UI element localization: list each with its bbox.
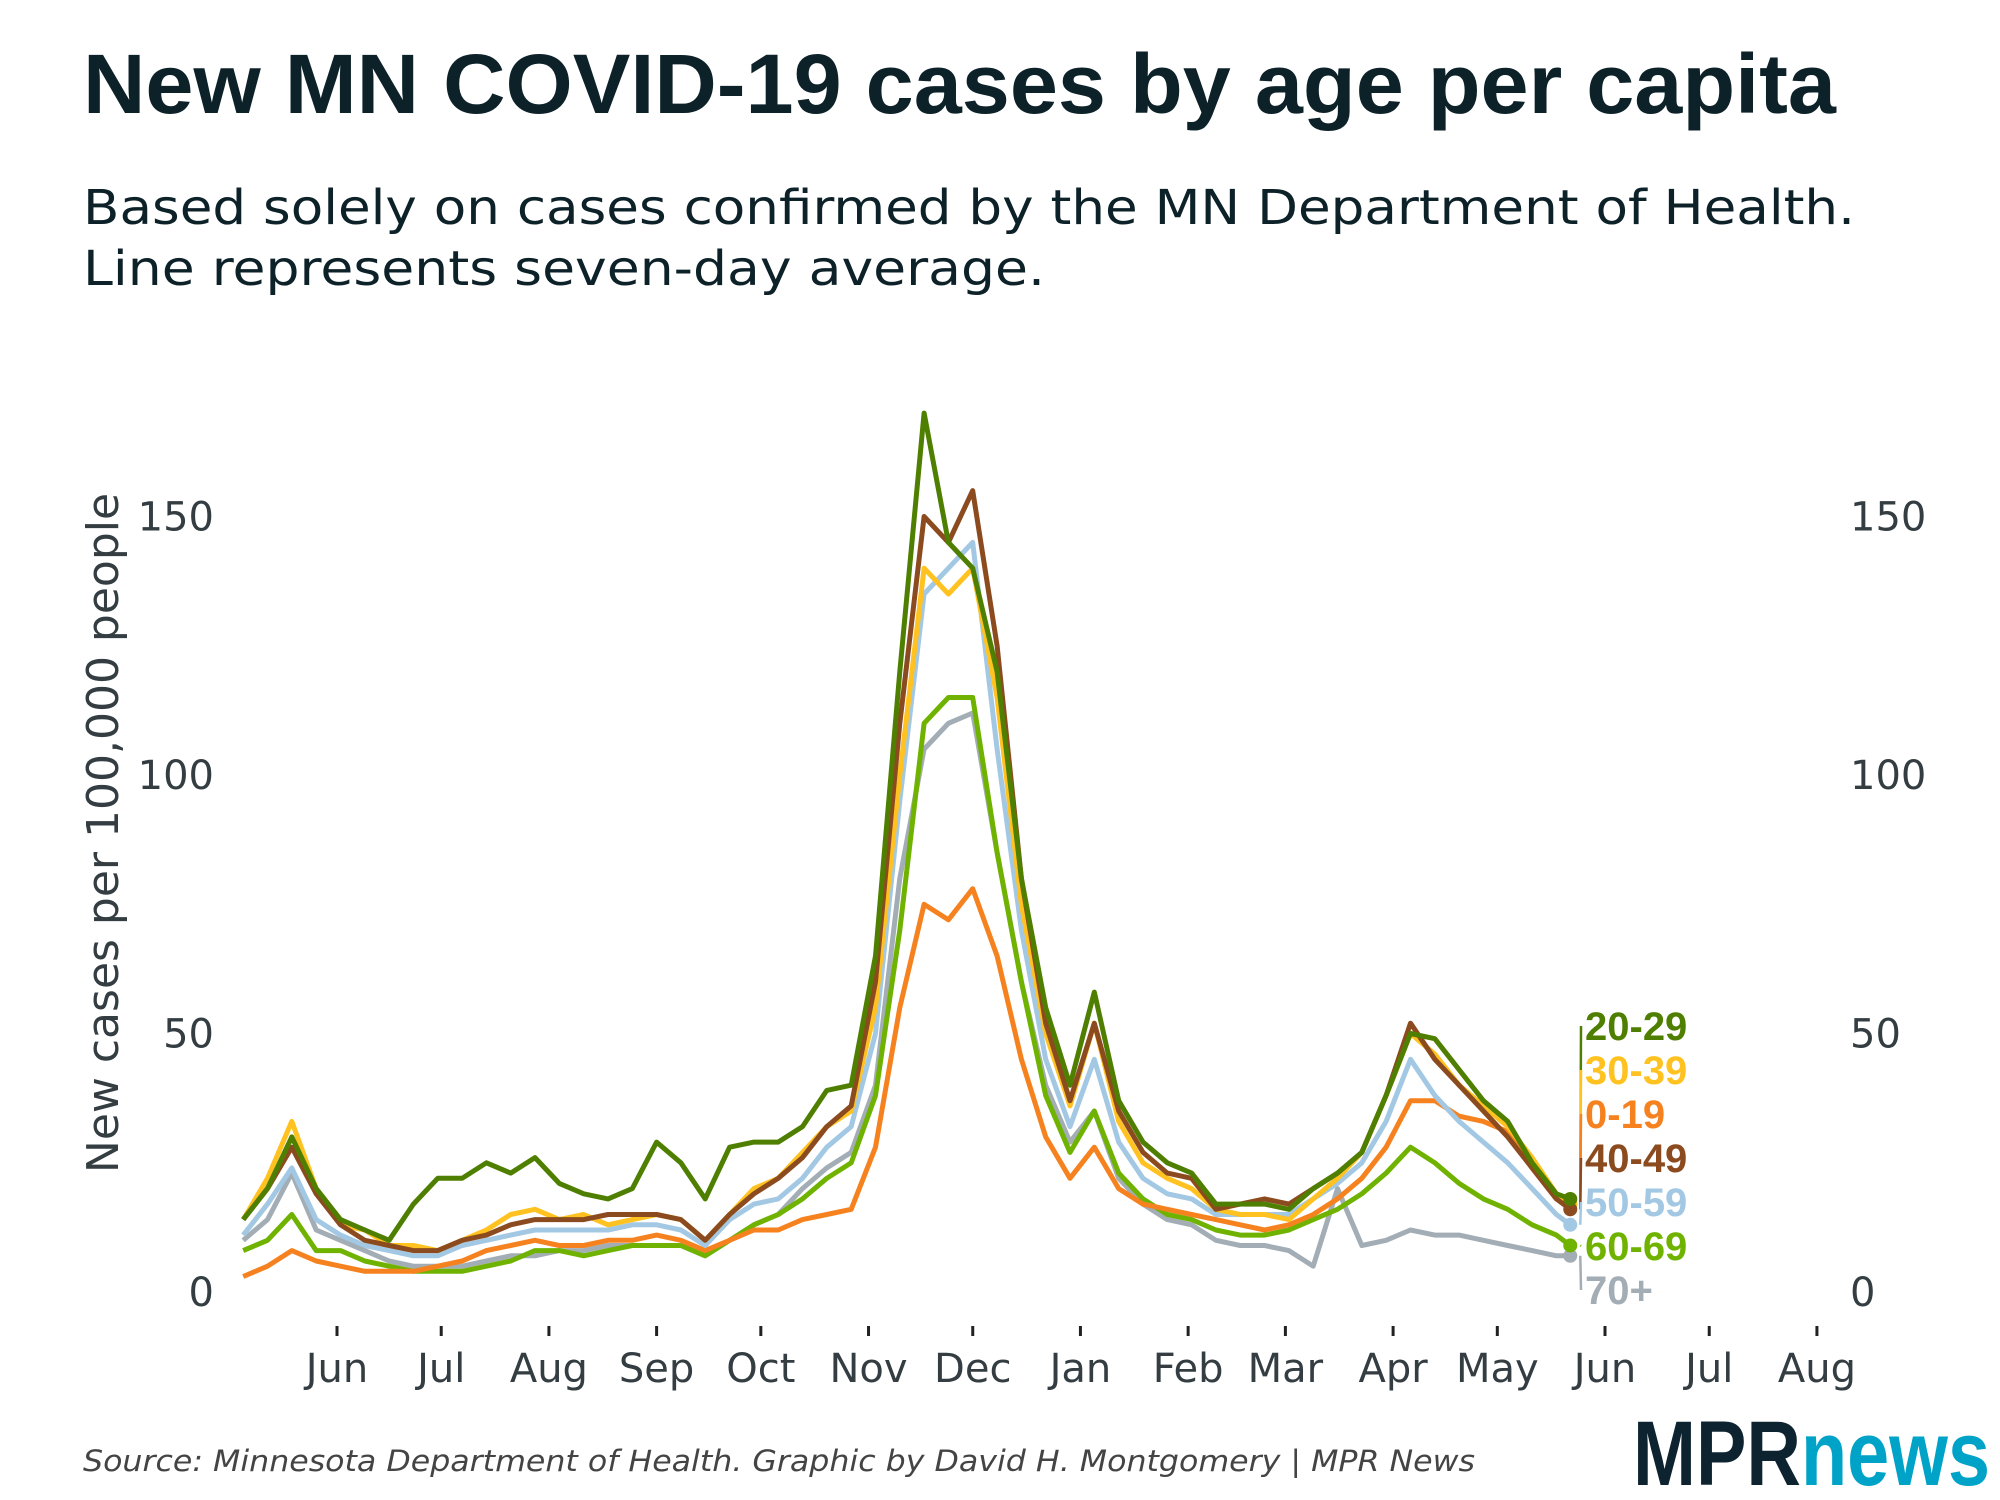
series-label-0-19: 0-19: [1585, 1093, 1665, 1137]
series-label-70+: 70+: [1585, 1269, 1653, 1313]
y-ticks-right: 0 50 100 150: [1850, 495, 1926, 1317]
label-leader-line: [1579, 1255, 1583, 1291]
subtitle-line-2: Line represents seven-day average.: [83, 241, 1045, 297]
x-tick-label: Feb: [1153, 1346, 1224, 1392]
x-tick-label: Jun: [303, 1346, 369, 1392]
source-note: Source: Minnesota Department of Health. …: [83, 1444, 1475, 1478]
x-tick-label: Jul: [1682, 1346, 1733, 1392]
x-tick-label: Nov: [829, 1346, 907, 1392]
x-tick-label: Sep: [619, 1346, 694, 1392]
series-lines: [241, 410, 1578, 1279]
x-tick-label: Jun: [1571, 1346, 1637, 1392]
y-axis-title: New cases per 100,000 people: [78, 493, 129, 1173]
y-ticks-left: 0 50 100 150: [138, 495, 214, 1317]
x-tick-label: Aug: [1778, 1346, 1856, 1392]
series-label-30-39: 30-39: [1585, 1049, 1687, 1093]
x-tick-label: Oct: [726, 1346, 795, 1392]
y-tick-label-left: 100: [138, 753, 214, 799]
series-label-20-29: 20-29: [1585, 1005, 1687, 1049]
y-tick-label-right: 100: [1850, 753, 1926, 799]
y-tick-label-left: 150: [138, 495, 214, 541]
y-tick-label-right: 50: [1850, 1012, 1901, 1058]
x-tick-label: Jul: [414, 1346, 465, 1392]
y-tick-label-right: 150: [1850, 495, 1926, 541]
page-title: New MN COVID-19 cases by age per capita: [83, 37, 1837, 131]
y-tick-label-left: 0: [189, 1270, 214, 1316]
series-label-60-69: 60-69: [1585, 1225, 1687, 1269]
x-tick-label: Jan: [1047, 1346, 1112, 1392]
series-line-60-69: [242, 695, 1572, 1274]
label-leader-line: [1579, 1157, 1583, 1210]
x-tick-label: Mar: [1248, 1346, 1324, 1392]
series-end-dot-40-49: [1563, 1202, 1578, 1217]
x-ticks: Jun Jul Aug Sep Oct Nov Dec Jan Feb Mar Apr May Jun J…: [303, 1326, 1856, 1392]
label-leader-line: [1579, 1244, 1582, 1248]
series-line-0-19: [242, 886, 1572, 1279]
logo-news: news: [1801, 1403, 1990, 1500]
subtitle-line-1: Based solely on cases confirmed by the M…: [83, 180, 1855, 236]
series-end-dot-20-29: [1563, 1191, 1578, 1206]
series-label-50-59: 50-59: [1585, 1181, 1687, 1225]
label-leader-line: [1579, 1201, 1583, 1225]
series-line-20-29: [241, 410, 1572, 1243]
series-end-dot-70+: [1563, 1248, 1578, 1263]
series-label-40-49: 40-49: [1585, 1137, 1687, 1181]
mpr-news-logo: MPRnews: [1633, 1403, 1990, 1500]
series-end-dot-60-69: [1563, 1238, 1578, 1253]
x-tick-label: Dec: [934, 1346, 1011, 1392]
logo-mpr: MPR: [1633, 1403, 1801, 1500]
x-tick-label: May: [1456, 1346, 1539, 1392]
svg-text:MPRnews: MPRnews: [1633, 1403, 1990, 1500]
x-tick-label: Apr: [1358, 1346, 1428, 1392]
x-tick-label: Aug: [510, 1346, 588, 1392]
series-end-dot-50-59: [1563, 1217, 1578, 1232]
y-tick-label-left: 50: [163, 1012, 214, 1058]
series-line-50-59: [241, 539, 1572, 1259]
y-tick-label-right: 0: [1850, 1270, 1875, 1316]
